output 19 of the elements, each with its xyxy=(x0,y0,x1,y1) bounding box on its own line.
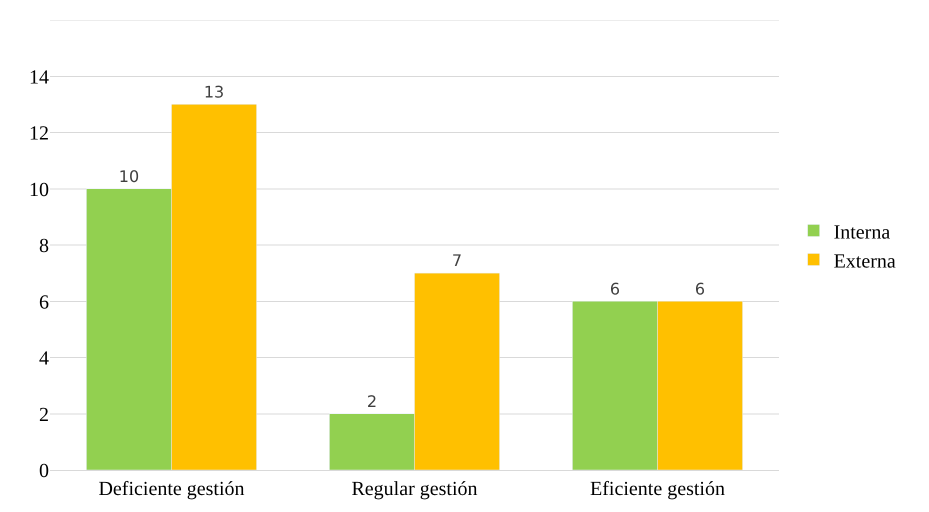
y-tick-label: 2 xyxy=(39,404,49,426)
y-tick-label: 6 xyxy=(39,291,49,314)
y-tick-label: 4 xyxy=(39,348,49,370)
x-tick-label: Regular gestión xyxy=(351,478,478,500)
x-tick-label: Eficiente gestión xyxy=(590,478,725,500)
y-tick-label: 14 xyxy=(29,66,49,88)
y-tick-label: 0 xyxy=(39,460,49,482)
data-label: 6 xyxy=(694,279,706,298)
legend-label: Externa xyxy=(834,250,896,272)
y-tick-label: 10 xyxy=(29,178,49,201)
y-tick-label: 8 xyxy=(39,235,49,257)
data-label: 2 xyxy=(366,392,378,411)
data-label: 6 xyxy=(610,279,620,298)
data-label: 7 xyxy=(452,251,462,270)
y-tick-label: 12 xyxy=(29,122,49,144)
data-label: 10 xyxy=(118,166,140,186)
legend-label: Interna xyxy=(834,221,890,244)
x-tick-label: Deficiente gestión xyxy=(98,478,245,500)
data-label: 13 xyxy=(204,82,224,102)
